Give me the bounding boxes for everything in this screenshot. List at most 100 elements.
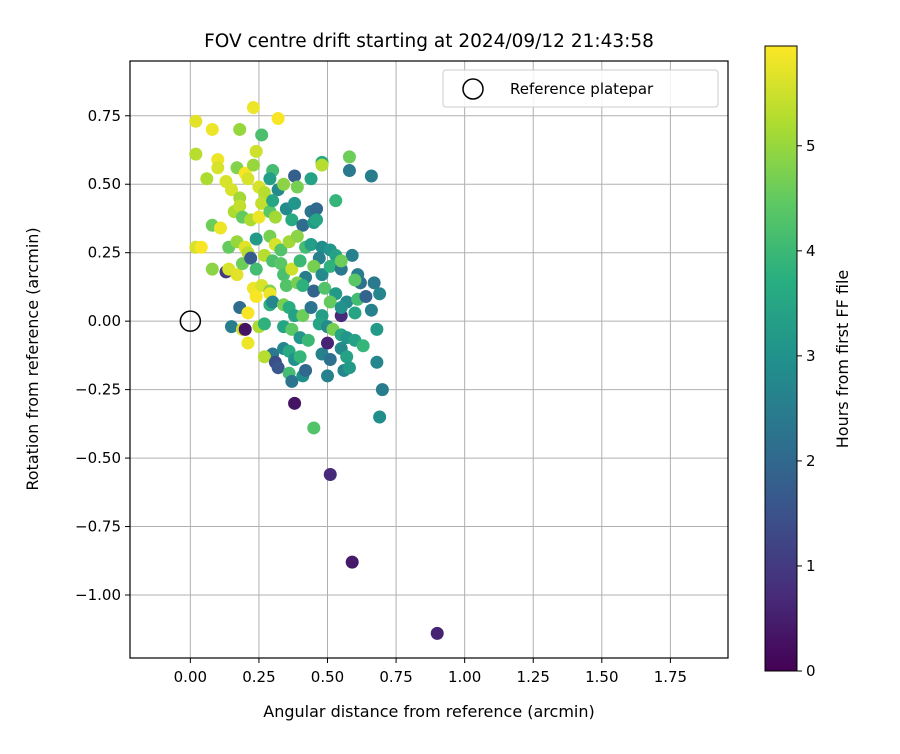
legend-box: [442, 69, 719, 108]
data-point: [230, 268, 244, 282]
x-tick-label: 1.25: [517, 668, 550, 686]
data-point: [249, 232, 263, 246]
data-point: [373, 287, 387, 301]
data-point: [348, 273, 362, 287]
data-point: [310, 202, 324, 216]
data-point: [321, 369, 335, 383]
y-tick-label: 0.25: [88, 244, 121, 262]
data-point: [249, 144, 263, 158]
data-point: [375, 383, 389, 397]
x-tick-label: 1.00: [448, 668, 481, 686]
data-point: [189, 147, 203, 161]
data-point: [255, 196, 269, 210]
x-tick-label: 0.25: [242, 668, 275, 686]
chart-title: FOV centre drift starting at 2024/09/12 …: [204, 31, 654, 52]
data-point: [334, 300, 348, 314]
data-point: [274, 257, 288, 271]
data-point: [293, 350, 307, 364]
data-point: [310, 213, 324, 227]
data-point: [205, 122, 219, 136]
data-point: [189, 114, 203, 128]
data-point: [296, 309, 310, 323]
data-point: [342, 150, 356, 164]
data-point: [356, 339, 370, 353]
colorbar-tick-label: 2: [806, 452, 816, 470]
data-point: [370, 355, 384, 369]
data-point: [233, 199, 247, 213]
data-point: [307, 284, 321, 298]
y-tick-label: 0.75: [88, 107, 121, 125]
data-point: [323, 295, 337, 309]
data-point: [224, 320, 238, 334]
data-point: [246, 158, 260, 172]
data-point: [315, 268, 329, 282]
legend-label: Reference platepar: [510, 80, 654, 98]
data-point: [288, 169, 302, 183]
legend: Reference platepar: [442, 69, 719, 108]
colorbar-tick-label: 4: [806, 242, 816, 260]
x-tick-label: 0.50: [311, 668, 344, 686]
y-tick-label: −0.25: [75, 381, 121, 399]
data-point: [214, 221, 228, 235]
data-point: [315, 158, 329, 172]
data-point: [279, 279, 293, 293]
data-point: [290, 229, 304, 243]
data-point: [271, 361, 285, 375]
x-tick-label: 0.75: [379, 668, 412, 686]
y-axis-ticks: 0.75 0.50 0.25 0.00 −0.25 −0.50 −0.75 −1.00: [75, 107, 130, 604]
data-point: [367, 276, 381, 290]
data-point: [257, 185, 271, 199]
data-point: [194, 240, 208, 254]
x-tick-label: 0.00: [174, 668, 207, 686]
data-point: [296, 218, 310, 232]
legend-marker: [462, 78, 484, 100]
data-point: [340, 350, 354, 364]
data-point: [359, 290, 373, 304]
data-point: [288, 196, 302, 210]
data-point: [285, 213, 299, 227]
data-point: [233, 122, 247, 136]
data-point: [304, 237, 318, 251]
data-point: [257, 350, 271, 364]
data-points: [189, 101, 444, 640]
data-point: [345, 248, 359, 262]
y-axis-label: Rotation from reference (arcmin): [23, 227, 42, 490]
data-point: [301, 333, 315, 347]
data-point: [307, 421, 321, 435]
data-point: [274, 243, 288, 257]
data-point: [241, 172, 255, 186]
data-point: [290, 180, 304, 194]
data-point: [304, 172, 318, 186]
data-point: [323, 259, 337, 273]
data-point: [255, 128, 269, 142]
data-point: [307, 259, 321, 273]
data-point: [246, 101, 260, 115]
data-point: [285, 322, 299, 336]
colorbar-ticks: 0 1 2 3 4 5: [797, 137, 816, 680]
data-point: [252, 210, 266, 224]
x-axis-label: Angular distance from reference (arcmin): [263, 702, 594, 721]
colorbar: [764, 45, 798, 672]
y-tick-label: −0.75: [75, 518, 121, 536]
plot-area: [130, 61, 728, 658]
data-point: [211, 161, 225, 175]
data-point: [323, 353, 337, 366]
data-point: [342, 164, 356, 178]
colorbar-tick-label: 5: [806, 137, 816, 155]
x-axis-ticks: 0.00 0.25 0.50 0.75 1.00 1.25 1.50 1.75: [174, 658, 687, 686]
plot-frame: [129, 60, 729, 659]
data-point: [244, 251, 258, 265]
reference-platepar-marker: [179, 310, 202, 332]
data-point: [238, 322, 252, 336]
data-point: [342, 361, 356, 375]
data-point: [364, 169, 378, 183]
data-point: [329, 194, 343, 208]
data-point: [224, 183, 238, 197]
data-point: [277, 177, 291, 191]
data-point: [293, 254, 307, 268]
data-point: [323, 468, 337, 482]
data-point: [241, 306, 255, 320]
data-point: [321, 336, 335, 350]
data-point: [249, 262, 263, 276]
